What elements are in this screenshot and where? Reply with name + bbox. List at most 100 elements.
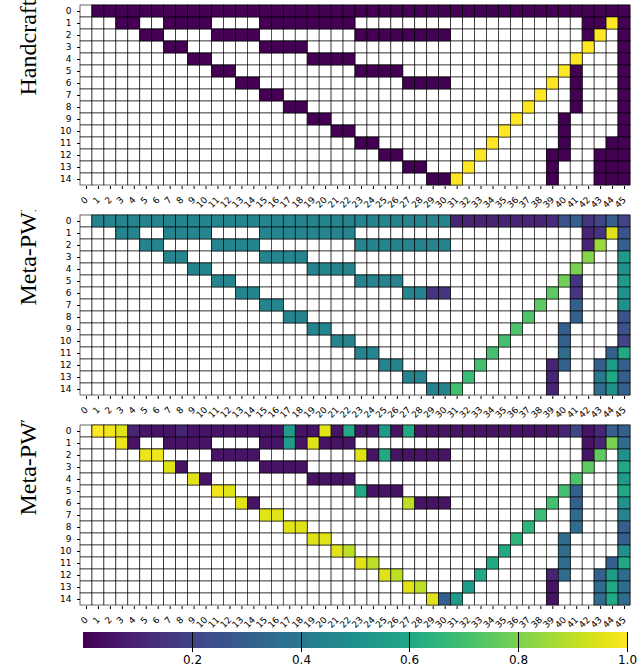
svg-text:13: 13: [230, 194, 246, 210]
svg-text:1.0: 1.0: [618, 653, 637, 667]
svg-text:25: 25: [373, 194, 389, 210]
svg-text:7: 7: [66, 90, 72, 100]
svg-text:10: 10: [60, 336, 72, 346]
svg-text:1: 1: [66, 228, 72, 238]
svg-text:0.2: 0.2: [183, 653, 202, 667]
svg-text:19: 19: [301, 194, 318, 210]
svg-text:0: 0: [66, 426, 72, 436]
svg-text:0: 0: [79, 195, 90, 206]
svg-text:7: 7: [162, 195, 173, 206]
svg-text:9: 9: [66, 114, 72, 124]
svg-text:1: 1: [91, 615, 102, 626]
svg-text:14: 14: [242, 194, 258, 210]
svg-text:45: 45: [613, 405, 628, 420]
svg-text:11: 11: [60, 348, 71, 358]
svg-text:2: 2: [66, 30, 72, 40]
svg-text:2: 2: [103, 405, 114, 416]
svg-text:12: 12: [218, 194, 234, 210]
svg-text:13: 13: [60, 162, 71, 172]
svg-text:12: 12: [60, 360, 71, 370]
svg-text:9: 9: [66, 324, 72, 334]
svg-text:5: 5: [139, 195, 150, 206]
svg-text:4: 4: [66, 54, 72, 64]
svg-text:8: 8: [174, 195, 185, 206]
svg-text:17: 17: [278, 194, 294, 210]
svg-text:2: 2: [66, 240, 72, 250]
svg-text:3: 3: [66, 252, 72, 262]
svg-text:7: 7: [162, 615, 173, 626]
svg-text:11: 11: [60, 138, 71, 148]
svg-text:2: 2: [103, 615, 114, 626]
svg-text:6: 6: [66, 498, 72, 508]
svg-text:7: 7: [162, 405, 173, 416]
svg-text:7: 7: [66, 510, 72, 520]
svg-text:6: 6: [151, 615, 162, 626]
svg-text:20: 20: [313, 194, 330, 210]
svg-text:26: 26: [385, 194, 401, 210]
svg-text:5: 5: [66, 276, 72, 286]
svg-text:22: 22: [337, 194, 353, 210]
svg-text:5: 5: [66, 66, 72, 76]
svg-text:13: 13: [60, 372, 71, 382]
svg-text:Meta-PWTD: Meta-PWTD: [15, 420, 41, 516]
svg-text:0: 0: [66, 216, 72, 226]
svg-text:6: 6: [66, 288, 72, 298]
svg-text:4: 4: [66, 264, 72, 274]
svg-text:45: 45: [613, 195, 628, 210]
svg-text:3: 3: [66, 42, 72, 52]
svg-text:0: 0: [79, 405, 90, 416]
svg-text:4: 4: [66, 474, 72, 484]
svg-text:10: 10: [194, 194, 210, 210]
svg-text:0.8: 0.8: [509, 653, 528, 667]
svg-text:1: 1: [66, 438, 72, 448]
svg-text:0: 0: [79, 615, 90, 626]
svg-text:13: 13: [60, 582, 71, 592]
svg-text:8: 8: [66, 312, 72, 322]
svg-text:14: 14: [60, 594, 72, 604]
svg-text:4: 4: [127, 405, 138, 416]
svg-text:16: 16: [266, 194, 282, 210]
svg-text:1: 1: [91, 195, 102, 206]
svg-text:5: 5: [66, 486, 72, 496]
svg-text:Handcrafted: Handcrafted: [15, 0, 41, 96]
svg-text:6: 6: [66, 78, 72, 88]
svg-text:7: 7: [66, 300, 72, 310]
svg-text:0.6: 0.6: [400, 653, 419, 667]
svg-text:3: 3: [66, 462, 72, 472]
svg-text:0.4: 0.4: [292, 653, 311, 667]
svg-text:8: 8: [174, 405, 185, 416]
svg-text:4: 4: [127, 615, 138, 626]
svg-text:45: 45: [613, 615, 628, 630]
svg-text:18: 18: [290, 194, 306, 210]
svg-text:24: 24: [361, 194, 377, 210]
svg-text:5: 5: [139, 615, 150, 626]
svg-text:8: 8: [174, 615, 185, 626]
svg-text:11: 11: [60, 558, 71, 568]
svg-text:12: 12: [60, 570, 71, 580]
svg-text:12: 12: [60, 150, 71, 160]
svg-text:2: 2: [66, 450, 72, 460]
svg-text:14: 14: [60, 174, 72, 184]
svg-text:2: 2: [103, 195, 114, 206]
svg-text:9: 9: [66, 534, 72, 544]
svg-text:6: 6: [151, 195, 162, 206]
svg-text:0: 0: [66, 6, 72, 16]
svg-text:5: 5: [139, 405, 150, 416]
svg-text:10: 10: [60, 126, 72, 136]
svg-text:4: 4: [127, 195, 138, 206]
svg-text:11: 11: [206, 194, 222, 210]
svg-text:6: 6: [151, 405, 162, 416]
svg-text:3: 3: [115, 195, 126, 206]
svg-text:21: 21: [325, 194, 341, 210]
svg-text:8: 8: [66, 102, 72, 112]
svg-text:1: 1: [91, 405, 102, 416]
svg-text:15: 15: [254, 194, 270, 210]
svg-text:3: 3: [115, 615, 126, 626]
svg-text:14: 14: [60, 384, 72, 394]
svg-text:23: 23: [349, 194, 365, 210]
svg-text:10: 10: [60, 546, 72, 556]
svg-text:Meta-PWR: Meta-PWR: [15, 210, 41, 306]
svg-text:1: 1: [66, 18, 72, 28]
svg-text:8: 8: [66, 522, 72, 532]
svg-text:3: 3: [115, 405, 126, 416]
